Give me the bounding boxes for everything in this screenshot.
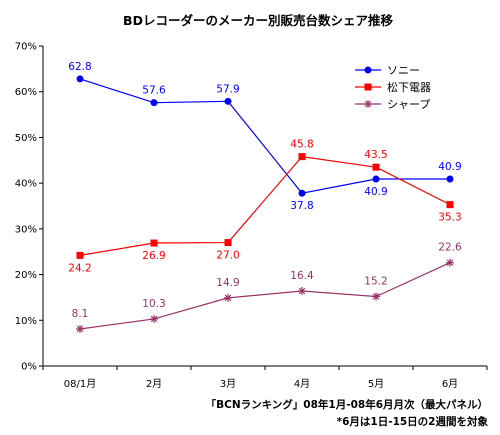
data-label: 16.4 [290, 270, 314, 282]
data-point [150, 239, 158, 247]
series-group: 62.8 57.6 57.9 37.8 40.9 40.9 24.2 26.9 27.0 45.8… [68, 61, 462, 333]
data-point [372, 175, 380, 183]
data-label: 8.1 [72, 308, 89, 320]
data-point [446, 201, 454, 209]
y-tick-label: 70% [15, 42, 37, 53]
legend-label: シャープ [387, 98, 430, 111]
legend-label: 松下電器 [387, 80, 431, 94]
series-1: 62.8 57.6 57.9 37.8 40.9 40.9 [68, 61, 461, 212]
data-label: 27.0 [216, 250, 239, 262]
period-note: *6月は1日-15日の2週間を対象 [337, 415, 489, 428]
data-point [150, 99, 158, 107]
data-label: 35.3 [438, 212, 461, 224]
chart-title: BDレコーダーのメーカー別販売台数シェア推移 [123, 13, 393, 28]
legend-marker [364, 100, 372, 108]
data-point [372, 292, 380, 301]
series-2: 24.2 26.9 27.0 45.8 43.5 35.3 [68, 139, 461, 275]
series-3: 8.1 10.3 14.9 16.4 15.2 22.6 [72, 242, 462, 333]
x-tick-label: 5月 [368, 378, 384, 390]
data-label: 37.8 [290, 200, 313, 212]
data-label: 45.8 [290, 139, 313, 151]
legend-marker [364, 83, 372, 91]
series-line [79, 262, 451, 330]
data-label: 14.9 [216, 277, 239, 289]
legend-item-3: シャープ [355, 98, 430, 111]
data-label: 10.3 [142, 298, 165, 310]
y-axis-ticks: 0% 10% 20% 30% 40% 50% 60% 70% [15, 42, 43, 373]
data-point [224, 97, 232, 105]
data-point [76, 75, 84, 83]
data-label: 57.9 [216, 83, 239, 95]
x-tick-label: 08/1月 [64, 378, 96, 390]
x-axis-ticks: 08/1月 2月 3月 4月 5月 6月 [42, 366, 488, 390]
x-tick-label: 3月 [220, 378, 236, 390]
data-label: 15.2 [364, 276, 387, 288]
data-point [446, 258, 454, 267]
series-line [79, 155, 451, 256]
y-tick-label: 30% [15, 224, 37, 235]
data-point [298, 189, 306, 197]
data-label: 43.5 [364, 149, 387, 161]
data-label: 40.9 [364, 186, 387, 198]
data-point [224, 239, 232, 247]
x-tick-label: 6月 [442, 378, 458, 390]
data-point [372, 163, 380, 171]
y-tick-label: 40% [15, 179, 37, 190]
data-point [76, 324, 84, 333]
legend-marker [364, 66, 372, 74]
data-label: 24.2 [68, 262, 91, 274]
y-tick-label: 0% [21, 362, 37, 373]
y-tick-label: 10% [15, 316, 37, 327]
y-tick-label: 60% [15, 87, 37, 98]
legend-item-2: 松下電器 [355, 80, 431, 94]
data-label: 57.6 [142, 85, 166, 97]
x-tick-label: 2月 [146, 378, 162, 390]
data-point [76, 251, 84, 259]
series-line [79, 78, 450, 194]
data-label: 22.6 [438, 242, 462, 254]
data-label: 40.9 [438, 161, 461, 173]
legend-item-1: ソニー [355, 64, 420, 77]
data-label: 26.9 [142, 250, 165, 262]
axes [42, 46, 487, 367]
data-point [150, 314, 158, 323]
x-tick-label: 4月 [294, 378, 310, 390]
legend-label: ソニー [387, 64, 420, 77]
source-note: 「BCNランキング」08年1月-08年6月月次（最大パネル） [206, 398, 488, 411]
y-tick-label: 50% [15, 133, 37, 144]
data-point [446, 175, 454, 183]
data-point [298, 153, 306, 161]
data-point [298, 287, 306, 296]
data-point [224, 293, 232, 302]
y-tick-label: 20% [15, 270, 37, 281]
data-label: 62.8 [68, 61, 91, 73]
